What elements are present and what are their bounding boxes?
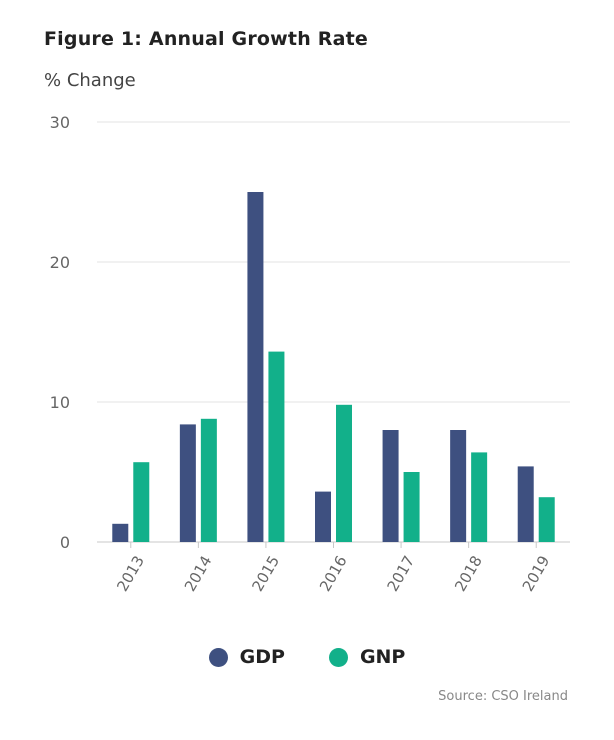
legend-item-gnp[interactable]: GNP	[329, 646, 405, 668]
legend-label-gdp: GDP	[240, 646, 285, 668]
bar-gdp-2015	[247, 192, 263, 542]
x-tick-label-2018: 2018	[451, 553, 486, 595]
bar-gnp-2016	[336, 405, 352, 542]
bar-gdp-2019	[518, 466, 534, 542]
x-tick-label-2013: 2013	[113, 553, 148, 595]
legend-label-gnp: GNP	[360, 646, 405, 668]
x-tick-label-2015: 2015	[248, 553, 283, 595]
bar-gnp-2018	[471, 452, 487, 542]
legend: GDP GNP	[0, 646, 614, 668]
legend-swatch-gdp	[209, 648, 228, 667]
bar-gnp-2014	[201, 419, 217, 542]
bar-gdp-2017	[383, 430, 399, 542]
bar-gnp-2015	[268, 352, 284, 542]
y-tick-label-10: 10	[50, 393, 70, 412]
bar-gdp-2014	[180, 424, 196, 542]
y-tick-label-20: 20	[50, 253, 70, 272]
legend-swatch-gnp	[329, 648, 348, 667]
bar-gnp-2019	[539, 497, 555, 542]
x-tick-label-2017: 2017	[384, 553, 419, 595]
bar-gnp-2013	[133, 462, 149, 542]
x-tick-label-2014: 2014	[181, 553, 216, 595]
bar-chart: 0 10 20 30 2013 2014 2015 2016 2017 2018 2019	[0, 0, 614, 640]
y-tick-label-30: 30	[50, 113, 70, 132]
bar-gdp-2016	[315, 492, 331, 542]
source-note: Source: CSO Ireland	[438, 689, 568, 704]
y-tick-label-0: 0	[60, 533, 70, 552]
x-tick-label-2016: 2016	[316, 553, 351, 595]
bar-gdp-2013	[112, 524, 128, 542]
x-tick-label-2019: 2019	[519, 553, 554, 595]
legend-item-gdp[interactable]: GDP	[209, 646, 285, 668]
bar-gdp-2018	[450, 430, 466, 542]
bar-gnp-2017	[404, 472, 420, 542]
